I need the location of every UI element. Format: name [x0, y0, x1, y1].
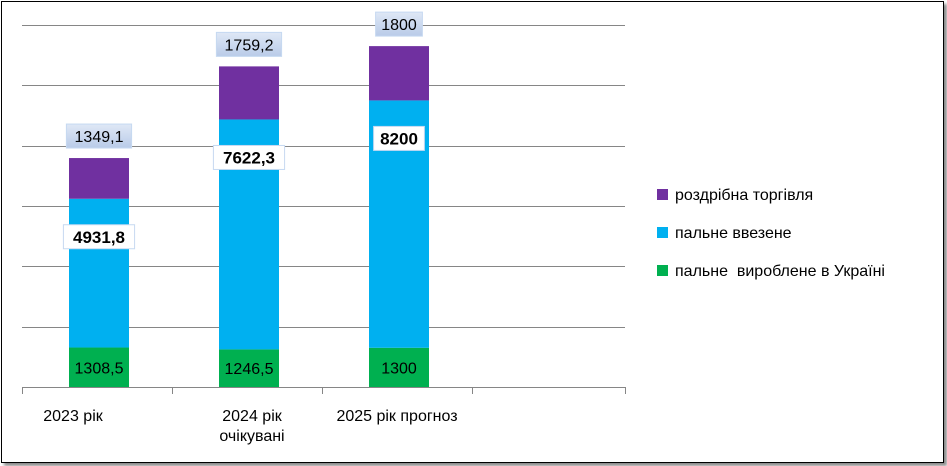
data-label: 1800	[381, 17, 417, 34]
bar-segment	[219, 66, 279, 120]
legend-swatch	[657, 227, 668, 238]
data-label: 8200	[380, 129, 418, 148]
data-label-box	[62, 224, 136, 250]
x-tick-label: очікувані	[219, 428, 284, 445]
bar-segment	[69, 158, 129, 199]
legend-swatch	[657, 189, 668, 200]
data-label: 1759,2	[225, 37, 274, 54]
data-label-box	[375, 11, 423, 37]
legend-label: пальне ввезене	[675, 225, 792, 242]
x-tick-label: 2024 рік	[222, 408, 282, 425]
data-label: 1246,5	[225, 361, 274, 378]
data-label: 1300	[381, 360, 417, 377]
legend-label: роздрібна торгівля	[675, 187, 813, 204]
data-labels: 1308,5 4931,8 1349,1 1246,5 7622,3 1759,2 1300…	[62, 11, 425, 378]
legend: роздрібна торгівля пальне ввезене пальне в…	[657, 187, 885, 280]
bar-segment	[69, 198, 129, 348]
bars	[69, 46, 429, 387]
data-label: 7622,3	[223, 148, 275, 167]
bar-segment	[219, 349, 279, 387]
data-label-box	[212, 144, 286, 170]
bar-segment	[369, 347, 429, 387]
data-label: 1308,5	[75, 360, 124, 377]
x-tick-label: 2023 рік	[43, 408, 103, 425]
data-label-box	[373, 125, 425, 151]
bar-segment	[369, 46, 429, 101]
data-label-box	[215, 31, 283, 57]
legend-swatch	[657, 265, 668, 276]
x-tick-label: 2025 рік прогноз	[336, 408, 457, 425]
data-label: 1349,1	[75, 129, 124, 146]
data-label-box	[65, 123, 133, 149]
x-axis: 2023 рік 2024 рік очікувані 2025 рік прогно…	[22, 387, 626, 445]
legend-label: пальне вироблене в Україні	[675, 263, 885, 280]
data-label: 4931,8	[73, 228, 125, 247]
bar-segment	[69, 347, 129, 387]
